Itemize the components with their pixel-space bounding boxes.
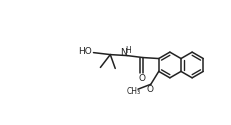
Text: O: O	[146, 85, 153, 94]
Text: HO: HO	[77, 47, 91, 56]
Text: H: H	[125, 46, 131, 55]
Text: CH₃: CH₃	[126, 87, 140, 96]
Text: N: N	[119, 48, 126, 57]
Text: O: O	[138, 74, 145, 83]
